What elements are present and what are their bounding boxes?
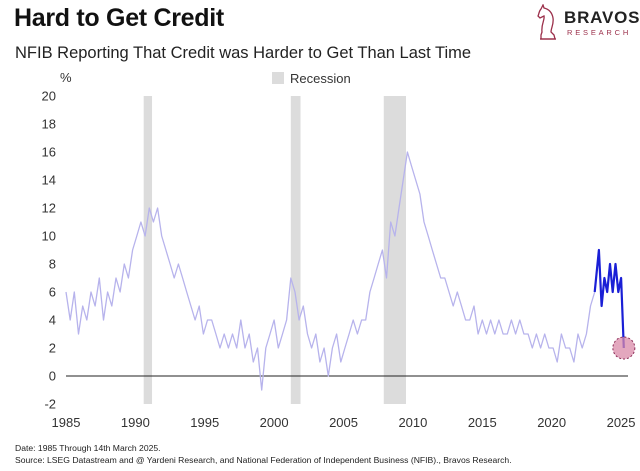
- source-note: Source: LSEG Datastream and @ Yardeni Re…: [15, 455, 512, 465]
- chart-series: [65, 151, 636, 391]
- y-tick-label: 16: [42, 145, 56, 160]
- recession-band-1: [143, 96, 153, 404]
- page-title: Hard to Get Credit: [14, 4, 224, 32]
- x-tick-label: 1985: [52, 415, 81, 430]
- logo-subtitle: RESEARCH: [567, 28, 632, 37]
- chart-subtitle: NFIB Reporting That Credit was Harder to…: [15, 44, 472, 62]
- y-tick-label: 14: [42, 173, 56, 188]
- legend-label: Recession: [290, 71, 351, 86]
- y-tick-label: 6: [49, 285, 56, 300]
- y-tick-label: 18: [42, 117, 56, 132]
- date-note: Date: 1985 Through 14th March 2025.: [15, 443, 161, 453]
- x-tick-label: 2020: [537, 415, 566, 430]
- x-tick-label: 2005: [329, 415, 358, 430]
- knight-logo-icon: [537, 4, 556, 40]
- recession-bands: [143, 96, 406, 404]
- y-tick-label: 0: [49, 369, 56, 384]
- x-tick-label: 1995: [190, 415, 219, 430]
- x-tick-label: 2010: [398, 415, 427, 430]
- y-tick-label: 8: [49, 257, 56, 272]
- x-tick-label: 2000: [260, 415, 289, 430]
- chart-legend: Recession: [272, 71, 351, 86]
- recession-band-3: [383, 96, 406, 404]
- logo-name: BRAVOS: [564, 8, 640, 27]
- brand-logo: BRAVOS RESEARCH: [536, 4, 639, 44]
- y-axis-label: %: [60, 70, 72, 85]
- x-tick-label: 2025: [607, 415, 636, 430]
- x-tick-label: 1990: [121, 415, 150, 430]
- y-tick-label: -2: [44, 397, 56, 412]
- series-line-2: [593, 248, 625, 349]
- y-tick-label: 10: [42, 229, 56, 244]
- y-tick-label: 2: [49, 341, 56, 356]
- legend-swatch: [272, 72, 284, 84]
- x-tick-label: 2015: [468, 415, 497, 430]
- recession-band-2: [290, 96, 301, 404]
- latest-value-marker: [612, 336, 636, 360]
- y-tick-label: 12: [42, 201, 56, 216]
- y-tick-label: 4: [49, 313, 56, 328]
- series-line-1: [65, 151, 596, 391]
- y-tick-label: 20: [42, 89, 56, 104]
